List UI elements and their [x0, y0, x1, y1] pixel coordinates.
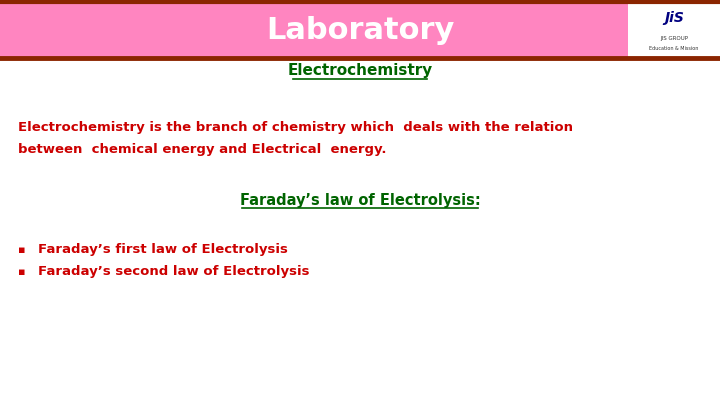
Text: Faraday’s law of Electrolysis:: Faraday’s law of Electrolysis:	[240, 192, 480, 207]
Text: ▪: ▪	[18, 245, 26, 255]
Text: Faraday’s first law of Electrolysis: Faraday’s first law of Electrolysis	[38, 243, 288, 256]
Bar	[0, 3, 720, 58]
Text: JiS: JiS	[664, 11, 684, 26]
Text: ▪: ▪	[18, 267, 26, 277]
Text: Faraday’s second law of Electrolysis: Faraday’s second law of Electrolysis	[38, 266, 310, 279]
Text: Electrochemistry is the branch of chemistry which  deals with the relation: Electrochemistry is the branch of chemis…	[18, 121, 573, 134]
Text: Laboratory: Laboratory	[266, 16, 454, 45]
Text: between  chemical energy and Electrical  energy.: between chemical energy and Electrical e…	[18, 143, 387, 156]
Bar	[628, 3, 720, 58]
Text: Education & Mission: Education & Mission	[649, 46, 698, 51]
Text: Electrochemistry: Electrochemistry	[287, 62, 433, 77]
Text: JIS GROUP: JIS GROUP	[660, 36, 688, 41]
